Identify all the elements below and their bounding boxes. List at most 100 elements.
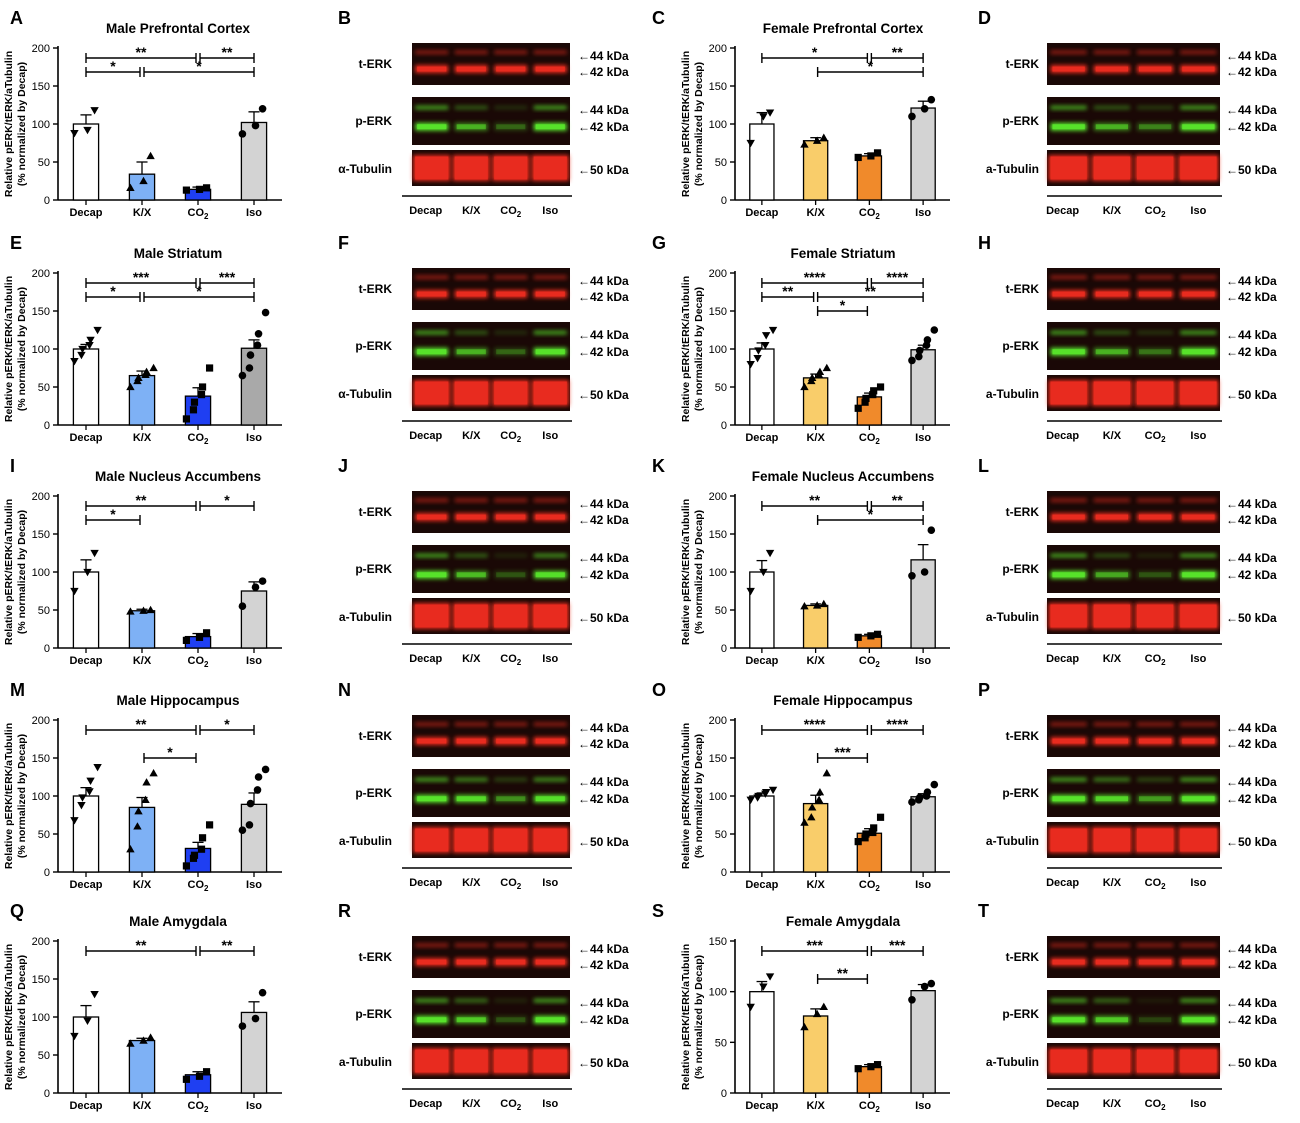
data-point [258,988,267,997]
blot-band-42 [1136,570,1174,579]
t-erk-label: t-ERK [1006,57,1040,71]
y-tick-label: 100 [32,791,50,803]
p-erk-strip [412,97,570,145]
data-point [93,326,102,335]
y-tick-label: 0 [721,643,727,655]
data-point [854,633,862,641]
y-axis-label-line1: Relative pERK/tERK/aTubulin [680,499,692,645]
lane-label: Decap [1046,1098,1079,1110]
bar-2 [802,1015,829,1094]
blot-background [412,545,570,593]
blot-band-44 [494,943,528,948]
blot-band [1180,828,1217,852]
data-point [146,151,155,160]
panel-letter: S [652,901,664,921]
blot-band-44 [494,998,528,1003]
kda-44-label: ←44 kDa [578,775,629,789]
y-axis-label: Relative pERK/tERK/aTubulin(% normalized… [680,944,705,1090]
t-erk-strip [412,936,570,978]
x-tick-label: Iso [915,432,931,444]
y-axis-label: Relative pERK/tERK/aTubulin(% normalized… [3,499,28,645]
blot-band-44 [454,330,488,335]
blot-band [494,828,528,852]
blot-band-42-core [1095,514,1129,520]
data-point [254,330,263,338]
kda-50-label: ←50 kDa [578,835,629,849]
blot-band-42 [494,794,528,803]
kda-44-label: ←44 kDa [1226,551,1277,565]
lane-label: K/X [462,877,481,889]
x-tick-label-sub: 2 [875,884,880,893]
x-tick-label: Decap [745,879,778,891]
y-axis-label-line2: (% normalized by Decap) [16,510,28,634]
chart-E: E Male Striatum Relative pERK/tERK/aTubuli… [3,233,282,446]
significance-bracket: ** [199,937,255,956]
x-tick-label: Decap [745,655,778,667]
kda-42-label: ←42 kDa [578,290,629,304]
blot-band-42 [1136,122,1174,131]
data-point [915,346,924,355]
data-point [86,777,95,785]
significance-bracket: ** [85,716,197,735]
data-point [869,391,877,399]
data-point [202,1068,211,1076]
blot-band-42-core [1095,1017,1129,1023]
lane-label: CO2 [1145,205,1167,219]
significance-label: *** [834,744,851,760]
data-point [800,382,809,391]
blot-band-42-core [1052,66,1085,72]
t-erk-label: t-ERK [1006,950,1040,964]
x-tick-label: K/X [806,207,825,219]
blot-H: Ht-ERK p-ERK a-Tubulin ←44 kDa ←42 kDa ←44 kD… [978,233,1277,444]
x-tick-label: Decap [69,1100,102,1112]
data-point [134,807,143,815]
blot-band [533,156,567,180]
kda-50-label: ←50 kDa [578,1056,629,1070]
lane-label-sub: 2 [1161,210,1166,219]
data-point [77,351,86,360]
significance-bracket: ** [85,44,197,63]
x-tick-label: K/X [133,207,152,219]
significance-label: ** [136,937,147,953]
blot-band-42-core [1138,291,1172,297]
tubulin-label: a-Tubulin [339,1055,392,1069]
kda-42-label: ←42 kDa [1226,737,1277,751]
x-tick-label: Iso [915,655,931,667]
chart-I: I Male Nucleus Accumbens Relative pERK/tER… [3,456,282,669]
blot-band-42 [494,1015,528,1024]
blot-band-44 [454,50,488,55]
kda-44-label: ←44 kDa [1226,721,1277,735]
blot-band [494,156,528,180]
bar-2 [802,140,829,201]
blot-band-42-core [417,514,447,520]
data-point [238,371,247,380]
panel-letter: R [338,901,351,921]
blot-band-42-core [1052,738,1085,744]
t-erk-label: t-ERK [359,950,393,964]
blot-band-42-core [417,572,447,578]
kda-42-label: ←42 kDa [1226,290,1277,304]
chart-title: Female Nucleus Accumbens [752,469,935,484]
y-tick-label: 0 [721,1088,727,1100]
lane-label-main: CO [1145,1098,1162,1110]
blot-band [454,1049,488,1073]
data-point [70,358,79,366]
kda-50-label: ←50 kDa [1226,611,1277,625]
x-tick-label-main: CO [859,879,876,891]
blot-band-42-core [1138,349,1172,355]
significance-label: ** [782,283,793,299]
lane-label: Decap [1046,430,1079,442]
lane-label: Decap [1046,877,1079,889]
x-tick-label-main: CO [859,207,876,219]
blot-band-42-core [456,349,486,355]
blot-band [415,604,449,628]
y-tick-label: 50 [715,382,727,394]
p-erk-label: p-ERK [355,786,392,800]
data-point [238,130,247,138]
data-point [862,394,870,402]
lane-label: Iso [542,653,558,665]
data-point [746,361,755,369]
kda-44-label: ←44 kDa [578,49,629,63]
blot-band-44 [454,998,488,1003]
blot-B: Bt-ERK p-ERK α-Tubulin ←44 kDa ←42 kDa ←44 kD… [338,8,629,219]
